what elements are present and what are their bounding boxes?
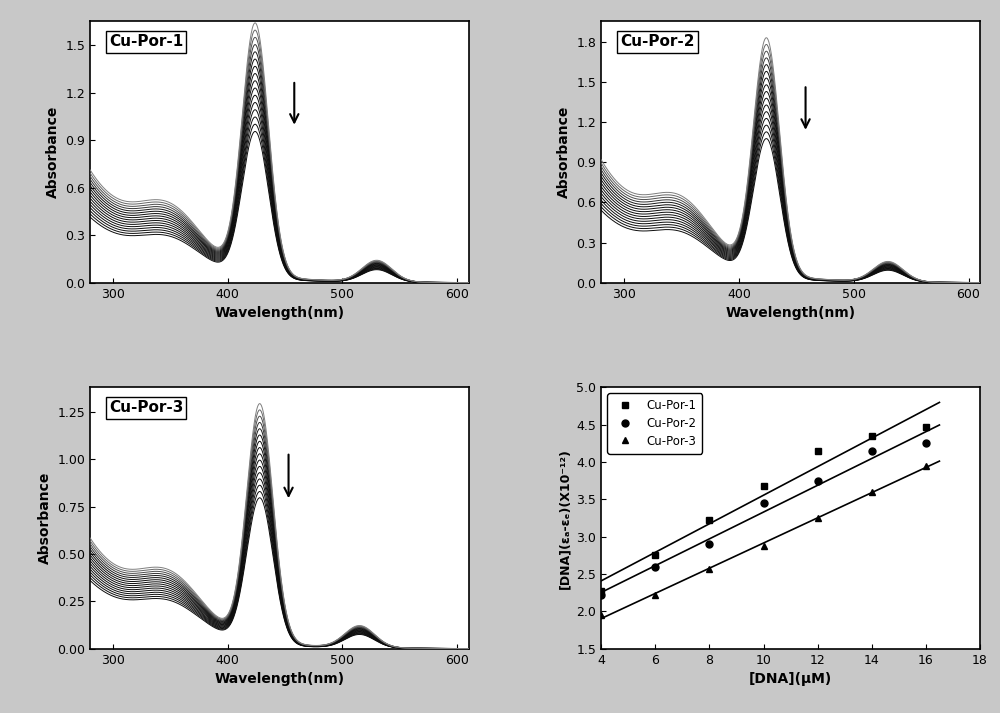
Cu-Por-2 bbox=[758, 499, 770, 508]
Cu-Por-2 bbox=[812, 476, 824, 485]
Cu-Por-1 bbox=[758, 482, 770, 491]
Line: Cu-Por-1: Cu-Por-1 bbox=[598, 424, 929, 594]
Cu-Por-1 bbox=[866, 431, 878, 440]
Cu-Por-1 bbox=[920, 423, 932, 431]
Cu-Por-1 bbox=[703, 516, 715, 525]
Text: Cu-Por-1: Cu-Por-1 bbox=[109, 34, 183, 49]
Y-axis label: Absorbance: Absorbance bbox=[557, 106, 571, 198]
Cu-Por-3 bbox=[758, 541, 770, 550]
X-axis label: Wavelength(nm): Wavelength(nm) bbox=[726, 307, 856, 320]
Cu-Por-3 bbox=[866, 488, 878, 496]
Y-axis label: [DNA](εₐ-εₑ)(X10⁻¹²): [DNA](εₐ-εₑ)(X10⁻¹²) bbox=[558, 448, 571, 588]
Cu-Por-2 bbox=[920, 439, 932, 448]
Cu-Por-1 bbox=[649, 551, 661, 560]
Y-axis label: Absorbance: Absorbance bbox=[38, 472, 52, 564]
X-axis label: Wavelength(nm): Wavelength(nm) bbox=[214, 672, 344, 686]
Y-axis label: Absorbance: Absorbance bbox=[46, 106, 60, 198]
Cu-Por-2 bbox=[866, 446, 878, 455]
Legend: Cu-Por-1, Cu-Por-2, Cu-Por-3: Cu-Por-1, Cu-Por-2, Cu-Por-3 bbox=[607, 394, 702, 453]
Text: Cu-Por-3: Cu-Por-3 bbox=[109, 401, 183, 416]
X-axis label: Wavelength(nm): Wavelength(nm) bbox=[214, 307, 344, 320]
Cu-Por-3 bbox=[649, 591, 661, 600]
Cu-Por-3 bbox=[703, 565, 715, 573]
Line: Cu-Por-2: Cu-Por-2 bbox=[598, 440, 929, 598]
Cu-Por-2 bbox=[595, 591, 607, 600]
Cu-Por-3 bbox=[595, 611, 607, 620]
Cu-Por-2 bbox=[703, 540, 715, 548]
Cu-Por-2 bbox=[649, 563, 661, 571]
Cu-Por-1 bbox=[595, 586, 607, 595]
Text: Cu-Por-2: Cu-Por-2 bbox=[620, 34, 695, 49]
Line: Cu-Por-3: Cu-Por-3 bbox=[598, 462, 929, 619]
Cu-Por-1 bbox=[812, 446, 824, 455]
X-axis label: [DNA](μM): [DNA](μM) bbox=[749, 672, 832, 686]
Cu-Por-3 bbox=[812, 514, 824, 523]
Cu-Por-3 bbox=[920, 461, 932, 470]
